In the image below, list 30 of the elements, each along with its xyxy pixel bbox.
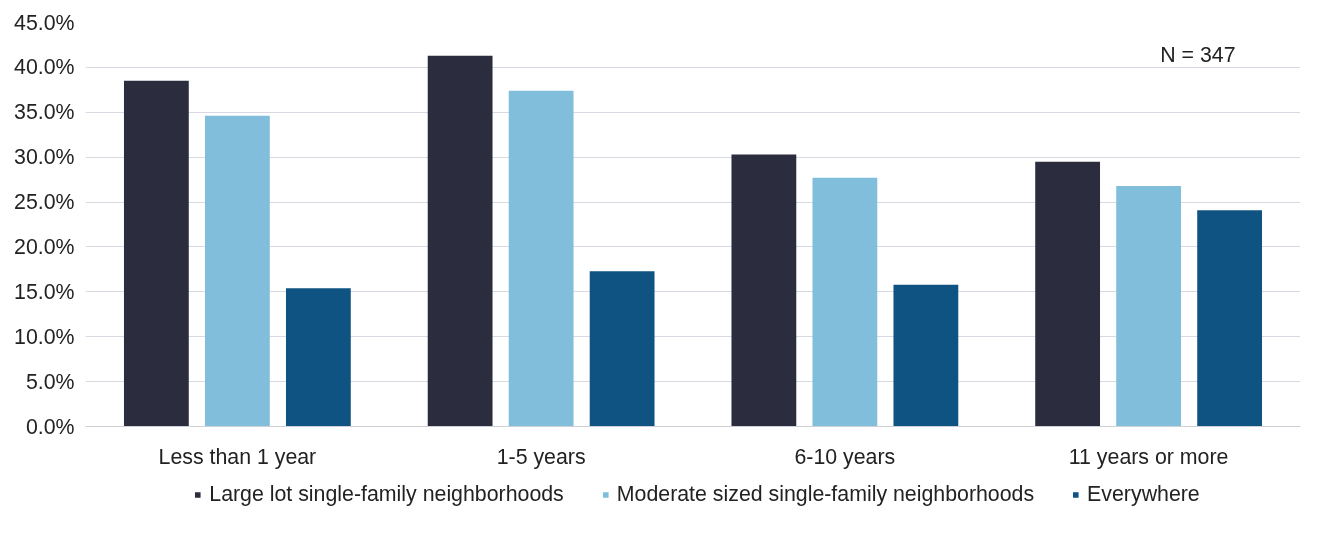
bar	[123, 80, 189, 427]
y-tick-label: 0.0%	[25, 414, 75, 439]
bar	[427, 55, 493, 427]
y-tick-label: 10.0%	[14, 324, 75, 349]
bar	[1035, 161, 1101, 427]
x-tick-label: 6-10 years	[794, 444, 896, 469]
y-tick-label: 20.0%	[14, 234, 75, 259]
y-tick-label: 25.0%	[14, 190, 75, 215]
x-tick-label: 11 years or more	[1068, 444, 1229, 469]
bar	[589, 271, 655, 427]
bar	[1116, 185, 1182, 427]
bar	[204, 115, 270, 427]
legend-label: Everywhere	[1087, 481, 1200, 507]
bar	[285, 288, 351, 427]
bar	[1197, 210, 1263, 427]
x-tick-label: Less than 1 year	[158, 444, 317, 469]
bar	[812, 177, 878, 427]
y-tick-label: 5.0%	[25, 369, 75, 394]
y-tick-label: 40.0%	[14, 55, 75, 80]
bar	[893, 284, 959, 427]
y-tick-label: 15.0%	[14, 279, 75, 304]
annotation: N = 347	[1160, 42, 1236, 67]
x-tick-label: 1-5 years	[496, 444, 586, 469]
legend-label: Large lot single-family neighborhoods	[209, 481, 564, 507]
bar	[731, 154, 797, 427]
y-tick-label: 30.0%	[14, 145, 75, 170]
bar	[508, 90, 574, 427]
legend-label: Moderate sized single-family neighborhoods	[616, 481, 1035, 507]
y-tick-label: 45.0%	[14, 10, 75, 35]
y-tick-label: 35.0%	[14, 100, 75, 125]
